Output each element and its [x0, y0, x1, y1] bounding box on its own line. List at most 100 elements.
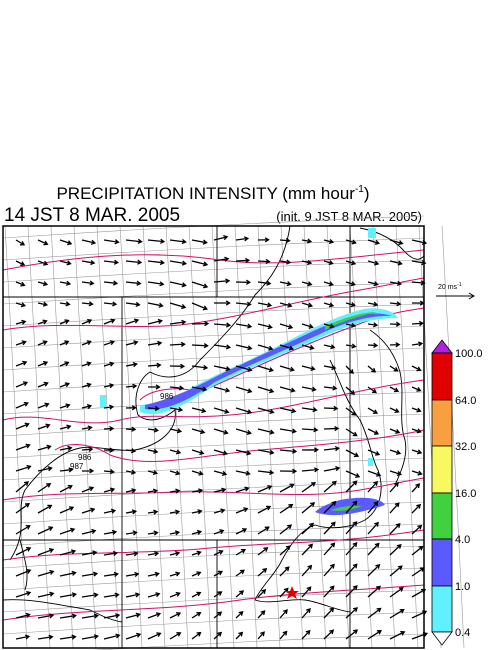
wind-arrow [103, 487, 116, 493]
wind-arrow [301, 365, 316, 371]
wind-arrow [279, 237, 291, 244]
wind-arrow [213, 449, 228, 456]
wind-arrow [279, 545, 291, 556]
wind-scale-label: 20 ms-1 [438, 282, 462, 291]
wind-arrow [147, 318, 163, 325]
wind-arrow [257, 258, 271, 265]
wind-arrow [169, 302, 187, 310]
wind-arrow [37, 402, 50, 409]
isobar [2, 477, 425, 501]
wind-arrow [37, 381, 49, 388]
wind-arrow [411, 320, 424, 327]
wind-arrow [279, 468, 298, 474]
wind-arrow [81, 318, 93, 325]
wind-arrow [81, 382, 92, 388]
isobar-label: 986 [160, 392, 174, 401]
wind-arrow [125, 448, 137, 454]
wind-arrow [125, 259, 143, 265]
wind-arrow [125, 238, 143, 244]
wind-arrow [301, 543, 314, 556]
wind-arrow [125, 612, 141, 619]
parallel [2, 523, 425, 547]
wind-arrow [235, 365, 253, 372]
wind-arrow [125, 632, 142, 640]
wind-arrow [37, 634, 54, 640]
wind-arrow [389, 470, 403, 476]
parallel [2, 237, 425, 261]
wind-arrow [81, 301, 94, 307]
coastline [369, 329, 407, 486]
wind-arrow [389, 449, 402, 455]
wind-arrow [367, 563, 381, 577]
parallel [2, 413, 425, 437]
wind-arrow [345, 407, 357, 416]
wind-arrow [125, 509, 138, 515]
wind-arrow [301, 564, 313, 577]
title: PRECIPITATION INTENSITY (mm hour-1) [56, 184, 369, 203]
wind-arrow [191, 571, 202, 577]
wind-arrow [191, 343, 209, 349]
wind-arrow [345, 281, 356, 287]
wind-arrow [279, 503, 294, 514]
wind-arrow [81, 507, 96, 514]
wind-arrow [15, 239, 26, 246]
wind-arrow [169, 470, 181, 476]
wind-arrow [59, 382, 70, 388]
wind-arrow [125, 571, 140, 578]
wind-arrow [15, 381, 29, 388]
wind-arrow [15, 612, 31, 619]
wind-arrow [367, 365, 377, 373]
wind-arrow [81, 571, 99, 577]
wind-arrow [213, 549, 224, 556]
wind-arrow [411, 470, 423, 476]
meridian [142, 225, 166, 649]
wind-arrow [103, 469, 115, 475]
wind-arrow [411, 524, 423, 535]
wind-arrow [257, 449, 275, 455]
wind-arrow [59, 319, 70, 325]
parallel [92, 633, 425, 650]
wind-arrow [169, 550, 181, 557]
wind-arrow [213, 300, 231, 306]
wind-arrow [59, 613, 77, 619]
wind-arrow [235, 344, 253, 351]
wind-arrow [125, 530, 138, 536]
wind-arrow [323, 542, 336, 556]
isobar [2, 379, 425, 424]
isobar [54, 429, 425, 462]
wind-arrow [103, 301, 118, 307]
wind-arrow [389, 565, 403, 577]
init-time: (init. 9 JST 8 MAR. 2005) [276, 209, 422, 224]
wind-arrow [191, 470, 204, 476]
wind-arrow [323, 260, 334, 266]
wind-arrow [103, 447, 115, 453]
wind-arrow [235, 236, 250, 242]
wind-arrow [37, 548, 55, 556]
wind-arrow [235, 631, 244, 640]
wind-arrow [103, 529, 118, 535]
wind-arrow [15, 360, 28, 367]
parallel [2, 347, 425, 371]
wind-arrow [367, 239, 380, 245]
wind-arrow [345, 585, 358, 598]
wind-arrow [389, 407, 400, 413]
wind-arrow [103, 404, 115, 410]
wind-arrow [345, 607, 358, 619]
wind-arrow [147, 488, 159, 494]
domain-boundaries [3, 226, 424, 648]
wind-arrow [169, 612, 182, 619]
wind-arrow [235, 428, 252, 435]
wind-arrow [411, 428, 422, 434]
wind-arrow [367, 407, 378, 414]
wind-arrow [345, 343, 357, 349]
wind-arrow [235, 486, 250, 493]
wind-arrow [125, 383, 138, 389]
wind-arrow [345, 542, 358, 556]
wind-arrow [103, 426, 115, 432]
wind-arrow [81, 613, 99, 619]
wind-arrow [235, 528, 248, 535]
precipitation-area [330, 505, 362, 511]
wind-arrow [367, 322, 379, 328]
wind-arrow [279, 524, 293, 535]
wind-arrow [103, 340, 115, 346]
